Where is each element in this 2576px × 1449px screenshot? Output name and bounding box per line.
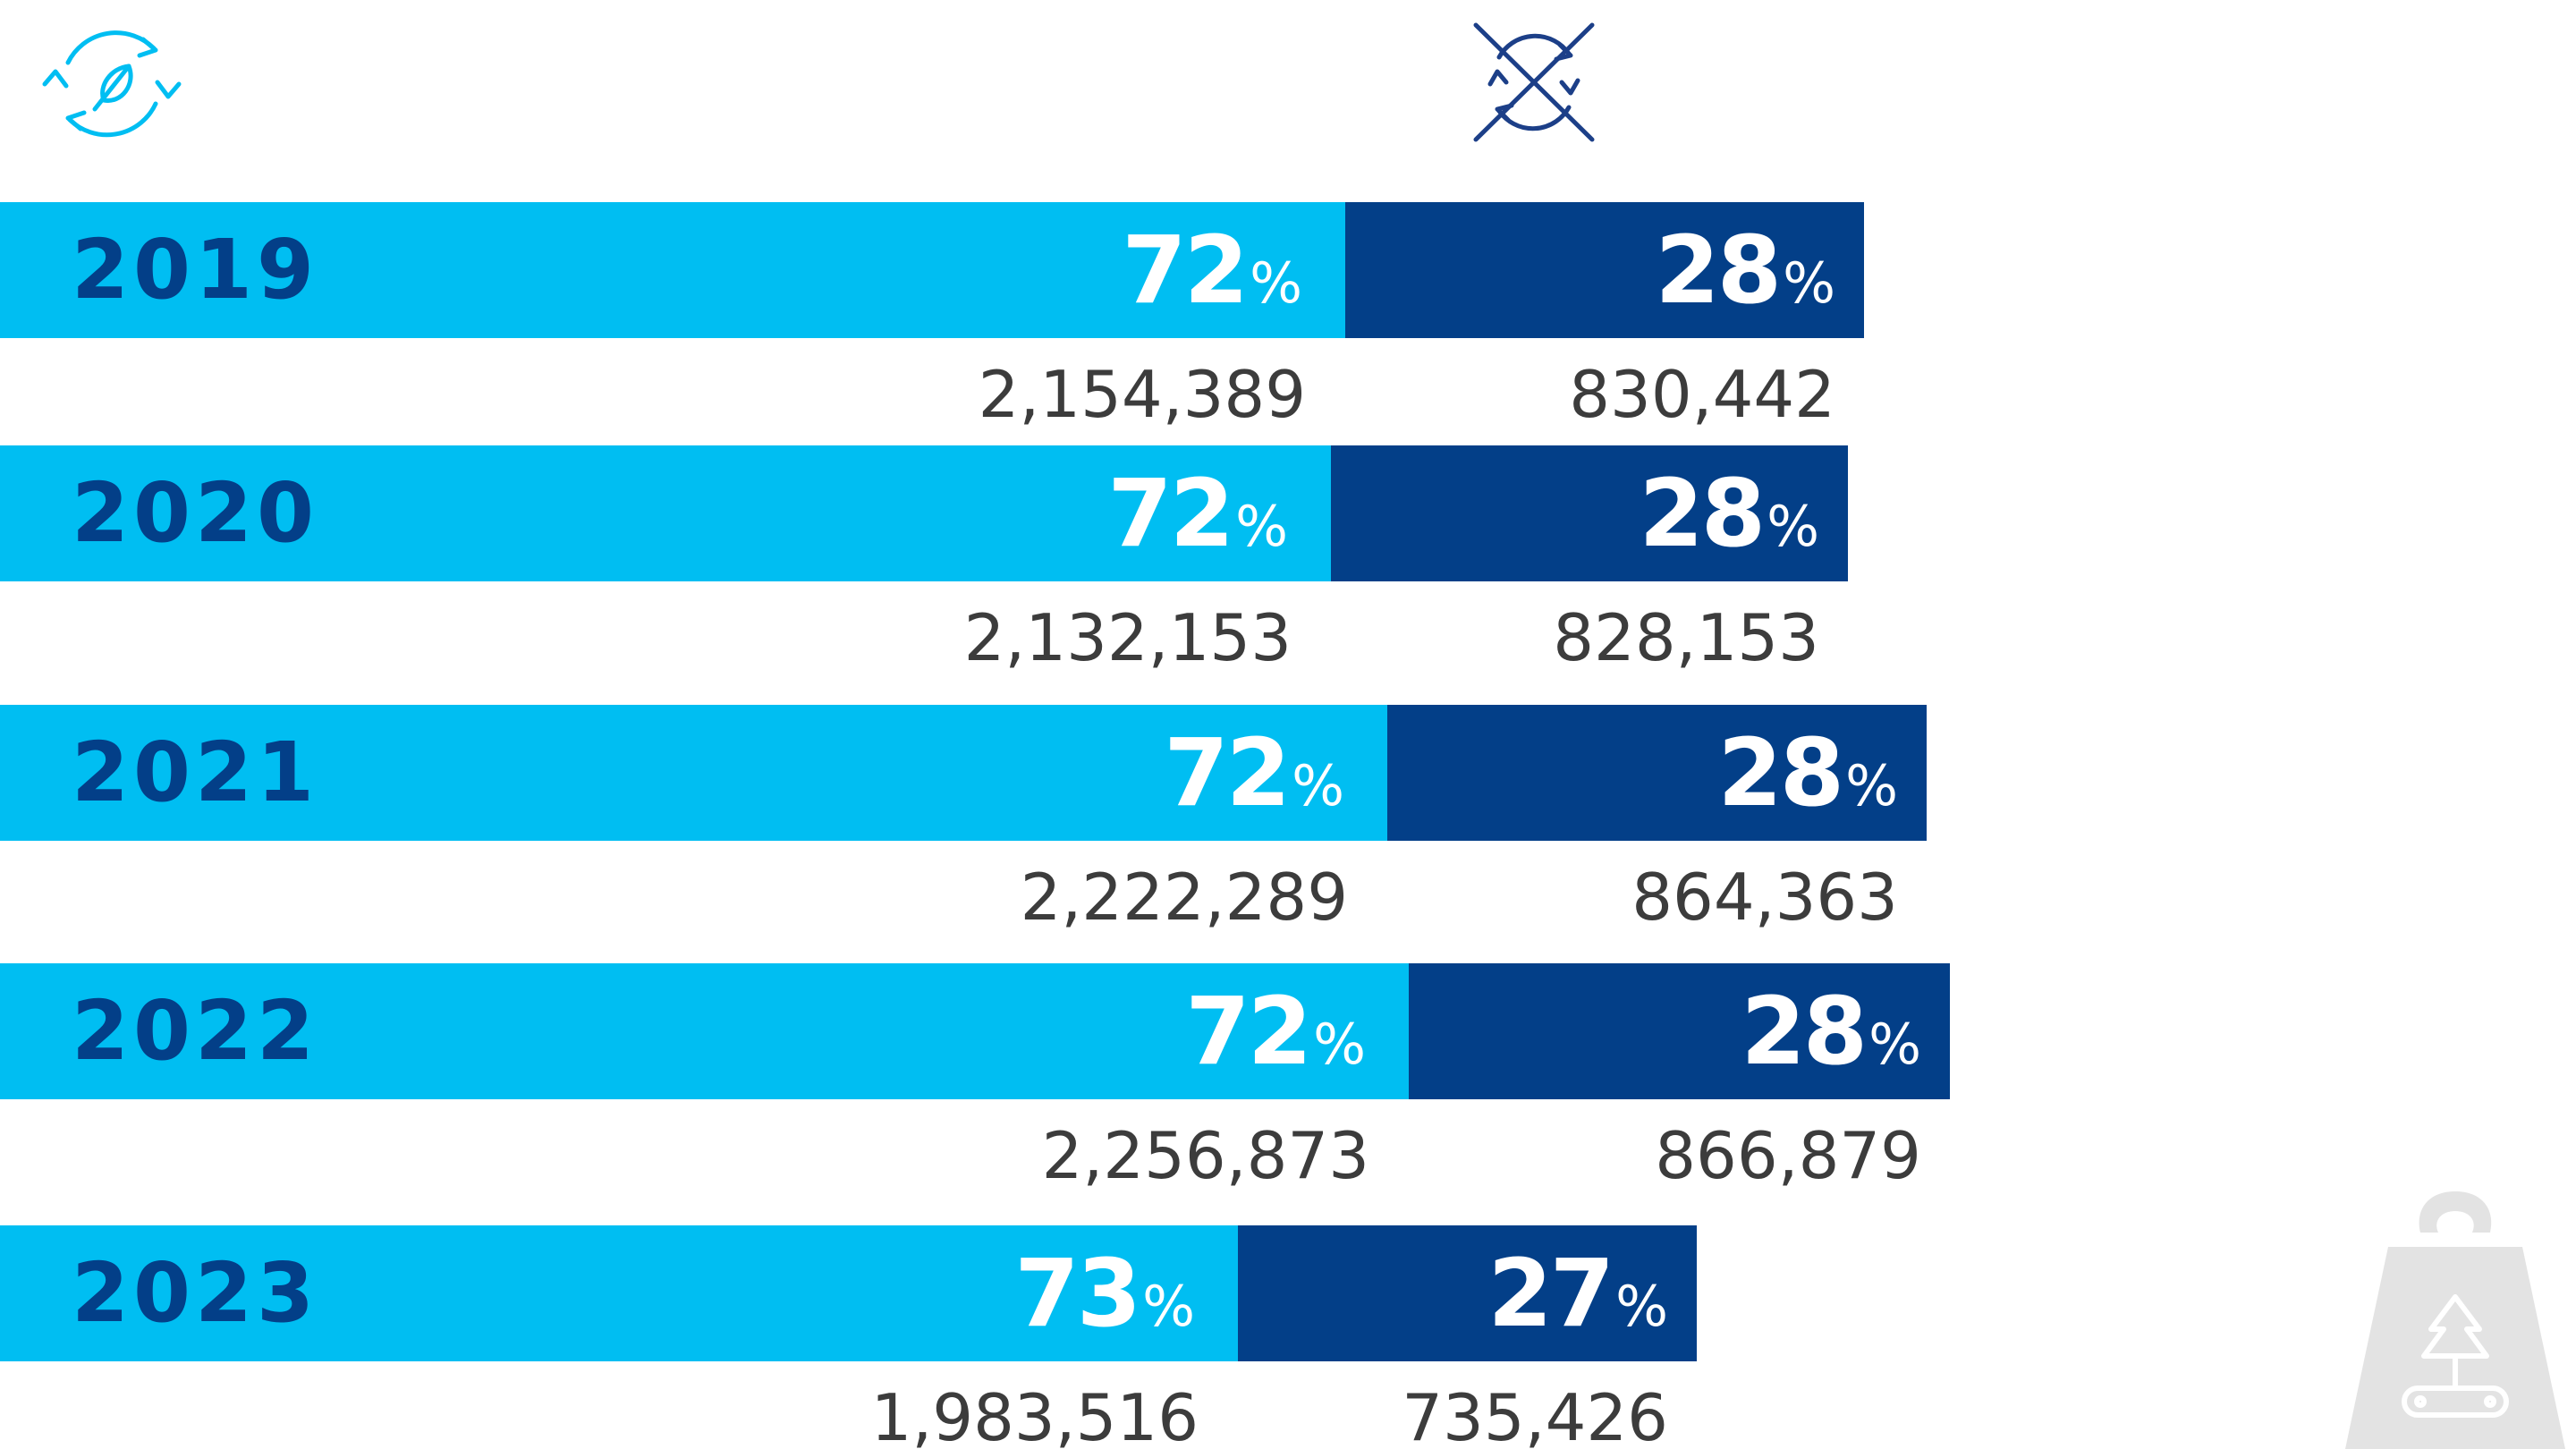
value-label-recycled-2022: 2,256,873	[1041, 1118, 1369, 1193]
year-label-2023: 2023	[72, 1245, 319, 1341]
bar-recycled-2021	[0, 705, 1387, 841]
pct-label-recycled-2023: 73%	[1014, 1239, 1195, 1348]
bar-recycled-2022	[0, 963, 1409, 1099]
recycle-crossed-icon	[1473, 22, 1595, 142]
value-label-recycled-2019: 2,154,389	[978, 357, 1306, 432]
pct-label-recycled-2019: 72%	[1122, 216, 1302, 325]
value-label-recycled-2021: 2,222,289	[1020, 860, 1348, 935]
pct-label-recycled-2022: 72%	[1185, 977, 1366, 1086]
recycle-leaf-icon	[42, 30, 182, 138]
weight-tree-icon	[2345, 1191, 2565, 1449]
pct-label-recycled-2020: 72%	[1107, 459, 1288, 568]
bar-non-recycled-2020	[1331, 445, 1848, 581]
value-label-non-recycled-2020: 828,153	[1553, 600, 1819, 675]
pct-label-non-recycled-2022: 28%	[1741, 977, 1921, 1086]
pct-label-non-recycled-2020: 28%	[1639, 459, 1819, 568]
value-label-recycled-2020: 2,132,153	[963, 600, 1292, 675]
bar-non-recycled-2022	[1409, 963, 1950, 1099]
year-label-2021: 2021	[72, 724, 319, 820]
pct-label-non-recycled-2019: 28%	[1655, 216, 1835, 325]
value-label-non-recycled-2019: 830,442	[1569, 357, 1835, 432]
bar-non-recycled-2021	[1387, 705, 1927, 841]
bar-recycled-2023	[0, 1225, 1238, 1361]
bar-non-recycled-2019	[1345, 202, 1864, 338]
value-label-non-recycled-2023: 735,426	[1402, 1380, 1668, 1449]
year-label-2020: 2020	[72, 465, 319, 561]
value-label-recycled-2023: 1,983,516	[870, 1380, 1199, 1449]
value-label-non-recycled-2022: 866,879	[1655, 1118, 1921, 1193]
bar-non-recycled-2023	[1238, 1225, 1697, 1361]
year-label-2022: 2022	[72, 983, 319, 1079]
pct-label-non-recycled-2021: 28%	[1717, 718, 1898, 827]
bar-recycled-2019	[0, 202, 1345, 338]
year-label-2019: 2019	[72, 222, 319, 318]
pct-label-non-recycled-2023: 27%	[1487, 1239, 1668, 1348]
pct-label-recycled-2021: 72%	[1164, 718, 1344, 827]
value-label-non-recycled-2021: 864,363	[1631, 860, 1898, 935]
bar-recycled-2020	[0, 445, 1331, 581]
